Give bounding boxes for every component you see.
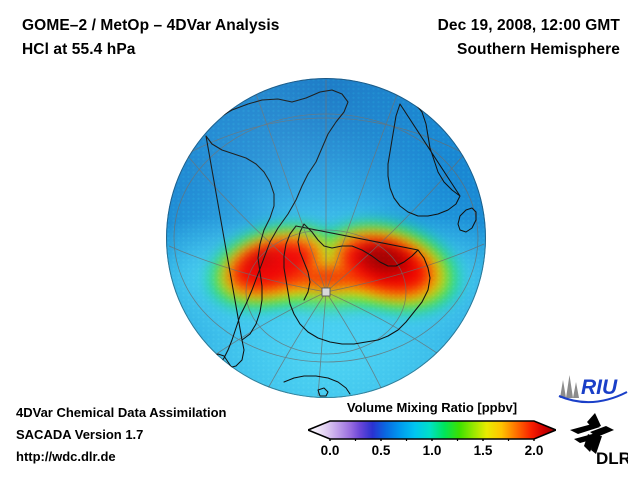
species-level-subtitle: HCl at 55.4 hPa (22, 41, 136, 58)
coastline-south-america (205, 89, 349, 369)
coastline-antarctica (283, 223, 431, 345)
dlr-mark-icon (570, 413, 614, 454)
riu-swoosh (558, 391, 628, 404)
coastline-australia (283, 375, 351, 395)
hemisphere-label: Southern Hemisphere (457, 41, 620, 58)
colorbar-tick-label: 0.0 (320, 443, 340, 458)
colorbar-title: Volume Mixing Ratio [ppbv] (346, 400, 518, 415)
colorbar-bar-with-arrows (305, 420, 559, 440)
datetime-label: Dec 19, 2008, 12:00 GMT (437, 17, 620, 34)
colorbar-tick-label: 0.5 (371, 443, 391, 458)
colorbar-tick-label: 2.0 (524, 443, 544, 458)
globe-disc (166, 78, 486, 398)
globe-map (166, 78, 486, 398)
colorbar-swatch (305, 420, 559, 441)
riu-tower-icon (560, 375, 579, 398)
colorbar-tick-labels: 0.0 0.5 1.0 1.5 2.0 (308, 443, 556, 463)
header-right-block: Dec 19, 2008, 12:00 GMT Southern Hemisph… (438, 14, 620, 62)
dlr-logo: DLR (562, 412, 631, 468)
method-label: 4DVar Chemical Data Assimilation (16, 405, 227, 420)
colorbar-tick-label: 1.5 (473, 443, 493, 458)
colorbar-tick-label: 1.0 (422, 443, 442, 458)
riu-wordmark: RIU (581, 376, 618, 399)
coastline-tasmania (317, 387, 329, 397)
coastline-africa (387, 95, 461, 217)
riu-logo: RIU (556, 372, 630, 406)
instrument-title: GOME–2 / MetOp – 4DVar Analysis (22, 17, 280, 34)
footer-credits: 4DVar Chemical Data Assimilation SACADA … (16, 402, 227, 468)
header-left-block: GOME–2 / MetOp – 4DVar Analysis HCl at 5… (22, 14, 280, 62)
website-url: http://wdc.dlr.de (16, 449, 116, 464)
version-label: SACADA Version 1.7 (16, 427, 144, 442)
coastline-madagascar (457, 207, 477, 233)
coastline-layer (205, 89, 477, 397)
colorbar: Volume Mixing Ratio [ppbv] 0.0 0.5 1.0 1.5 2… (305, 400, 559, 463)
dlr-wordmark: DLR (596, 449, 628, 468)
